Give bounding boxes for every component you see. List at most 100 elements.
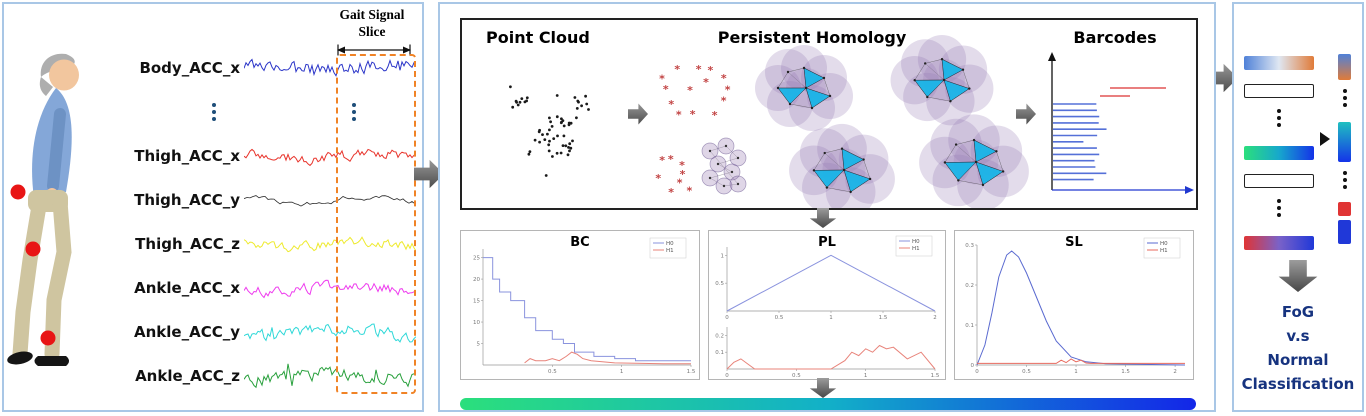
signal-waveform: [244, 363, 416, 389]
svg-text:0.3: 0.3: [965, 243, 974, 249]
back-leg: [12, 192, 48, 362]
svg-text:1.5: 1.5: [687, 369, 696, 375]
classification-line-4: Classification: [1241, 375, 1355, 393]
summary-ellipsis: [1342, 86, 1348, 110]
signals-vertical-ellipsis: [212, 100, 216, 124]
signal-row: Thigh_ACC_z: [118, 226, 416, 262]
sensor-dot-ankle: [40, 330, 56, 346]
svg-text:*: *: [668, 186, 674, 199]
svg-text:0.5: 0.5: [548, 369, 557, 375]
svg-text:*: *: [703, 76, 709, 89]
signal-waveform: [244, 148, 416, 167]
signal-rows: Body_ACC_x Thigh_ACC_x Thigh_ACC_y Thigh_AC…: [118, 50, 418, 396]
classification-label: FoG v.s Normal Classification: [1234, 300, 1362, 396]
svg-text:*: *: [687, 84, 693, 97]
persistence-landscape-plot: PL 0 0.5 1 1.5 2 0.5 1 0 0.5 1 1.5 0.1 0.2 H0 H1: [708, 230, 946, 380]
signal-waveform: [244, 58, 416, 77]
point-cloud-scatter: [509, 85, 590, 177]
svg-text:*: *: [655, 172, 661, 185]
svg-text:*: *: [677, 177, 683, 190]
svg-text:1: 1: [721, 253, 725, 259]
sensor-dot-hip: [10, 184, 26, 200]
back-shoe: [7, 351, 33, 365]
sampled-points-clusters: ********* * ******** * ***: [655, 63, 747, 199]
svg-text:0.5: 0.5: [1022, 369, 1031, 375]
gait-slice-label-line1: Gait Signal: [339, 7, 405, 22]
signal-row: Ankle_ACC_x: [118, 270, 416, 306]
svg-text:0.1: 0.1: [965, 323, 974, 329]
persistent-homology-title: Persistent Homology: [717, 28, 907, 47]
signal-label: Body_ACC_x: [139, 59, 240, 77]
svg-text:2: 2: [933, 315, 937, 321]
signal-slice-window: [336, 54, 416, 394]
svg-text:*: *: [696, 63, 702, 76]
svg-text:H1: H1: [666, 248, 674, 254]
svg-text:1: 1: [829, 315, 833, 321]
svg-text:10: 10: [473, 320, 480, 326]
plot-title-sl: SL: [1065, 235, 1083, 250]
svg-text:*: *: [721, 72, 727, 85]
svg-text:*: *: [680, 168, 686, 181]
sensor-signals-panel: Gait Signal Slice Body_ACC_x Thigh_ACC_x T…: [2, 2, 424, 412]
signal-row: Body_ACC_x: [118, 50, 416, 86]
gait-slice-label: Gait Signal Slice: [316, 7, 428, 41]
classification-line-3: Normal: [1267, 351, 1329, 369]
plot-title-bc: BC: [570, 235, 590, 250]
svg-text:5: 5: [477, 342, 481, 348]
svg-text:25: 25: [473, 256, 480, 262]
box-to-plots-arrow-icon: [809, 208, 837, 228]
svg-text:H0: H0: [666, 241, 674, 247]
barcodes-title: Barcodes: [1073, 28, 1157, 47]
classification-line-1: FoG: [1281, 303, 1315, 321]
svg-text:*: *: [659, 73, 665, 86]
svg-text:1.5: 1.5: [931, 373, 940, 377]
signal-waveform: [244, 195, 416, 207]
signal-waveform: [244, 236, 416, 253]
svg-text:0: 0: [975, 369, 979, 375]
signal-waveform: [244, 279, 416, 299]
svg-text:0.5: 0.5: [775, 315, 784, 321]
to-classifier-arrow-icon: [1278, 260, 1318, 292]
svg-text:0.2: 0.2: [965, 283, 974, 289]
elderly-person-figure: [7, 53, 79, 366]
tda-pipeline-panel: Point Cloud Persistent Homology Barcodes…: [438, 2, 1216, 412]
svg-text:1: 1: [1074, 369, 1078, 375]
summary-segment: [1338, 122, 1351, 162]
svg-text:*: *: [668, 98, 674, 111]
svg-text:0.5: 0.5: [715, 281, 724, 287]
signal-label: Ankle_ACC_y: [134, 323, 240, 341]
feature-gradient-bar: [1244, 146, 1314, 160]
svg-text:0.2: 0.2: [715, 333, 724, 339]
feature-vector-gradient-bar: [460, 398, 1196, 410]
svg-text:0.5: 0.5: [792, 373, 801, 377]
svg-text:*: *: [687, 185, 693, 198]
summary-segment: [1338, 202, 1351, 216]
front-leg: [44, 194, 72, 362]
svg-text:0: 0: [725, 315, 729, 321]
signal-label: Thigh_ACC_z: [135, 235, 240, 253]
svg-text:*: *: [663, 83, 669, 96]
svg-text:H0: H0: [912, 239, 920, 245]
signal-waveform: [244, 323, 416, 343]
svg-text:0: 0: [725, 373, 729, 377]
signal-label: Ankle_ACC_z: [135, 367, 240, 385]
svg-text:*: *: [712, 109, 718, 122]
signal-row: Ankle_ACC_y: [118, 314, 416, 350]
signal-label: Thigh_ACC_y: [134, 191, 240, 209]
feature-gradient-bar: [1244, 56, 1314, 70]
svg-text:15: 15: [473, 299, 480, 305]
svg-text:*: *: [676, 108, 682, 121]
svg-text:*: *: [668, 153, 674, 166]
svg-text:H1: H1: [912, 246, 920, 252]
svg-text:0: 0: [971, 363, 975, 369]
svg-text:*: *: [674, 63, 680, 76]
summary-segment: [1338, 54, 1351, 80]
svg-text:1.5: 1.5: [1121, 369, 1130, 375]
silhouette-plot: SL 0 0.5 1 1.5 2 0 0.1 0.2 0.3 H0 H1: [954, 230, 1194, 380]
feature-gradient-bar: [1244, 236, 1314, 250]
svg-text:1: 1: [864, 373, 868, 377]
persistence-barcode-plot: [1048, 52, 1194, 194]
